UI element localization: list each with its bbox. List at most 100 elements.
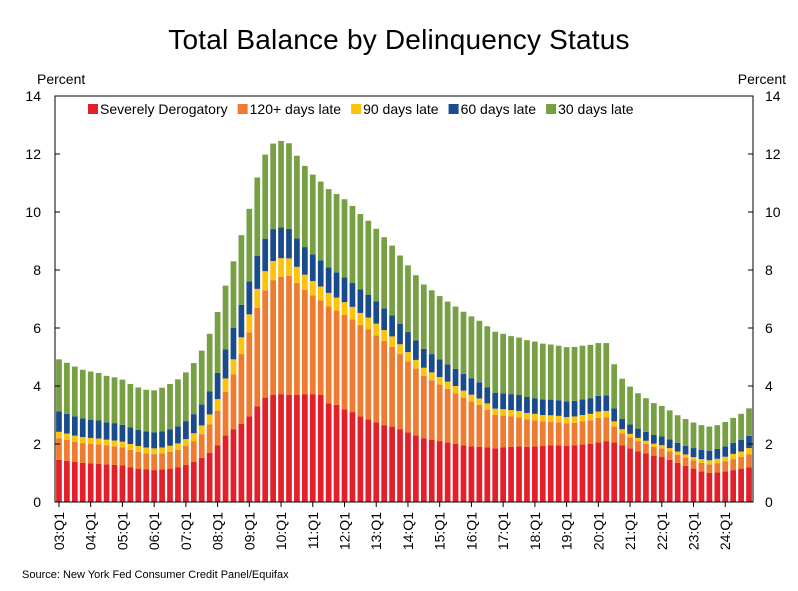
bar-segment-60-days-late-48 [436, 359, 443, 378]
bar-segment-severely-derogatory-57 [508, 446, 514, 502]
bar-segment-120-days-late-39 [365, 329, 372, 420]
bar-segment-90-days-late-56 [500, 409, 506, 416]
bar-segment-90-days-late-63 [555, 415, 562, 423]
bar-segment-60-days-late-4 [87, 419, 94, 438]
bar-segment-60-days-late-15 [175, 426, 181, 444]
bar-segment-severely-derogatory-47 [428, 439, 435, 502]
x-tick-label: 22:Q1 [654, 512, 670, 550]
bar-segment-30-days-late-18 [198, 350, 205, 405]
bar-segment-30-days-late-16 [183, 372, 189, 422]
bar-segment-30-days-late-66 [579, 345, 586, 400]
bar-segment-120-days-late-5 [95, 444, 102, 464]
bar-segment-30-days-late-79 [682, 419, 689, 446]
bar-segment-60-days-late-38 [357, 289, 364, 313]
bar-segment-severely-derogatory-59 [524, 446, 530, 502]
bar-segment-120-days-late-29 [286, 275, 292, 395]
bar-segment-120-days-late-83 [714, 463, 721, 473]
bar-segment-120-days-late-13 [159, 453, 165, 470]
bar-segment-30-days-late-47 [428, 290, 435, 355]
bar-segment-severely-derogatory-3 [79, 462, 86, 502]
bar-segment-60-days-late-11 [143, 431, 150, 448]
y-axis-left-label: Percent [37, 71, 85, 87]
bar-segment-90-days-late-39 [365, 317, 372, 330]
bar-segment-120-days-late-31 [302, 289, 308, 395]
bar-segment-60-days-late-71 [619, 418, 625, 430]
bar-segment-30-days-late-12 [151, 390, 157, 433]
bar-segment-120-days-late-58 [516, 417, 522, 447]
y-tick-label-left: 0 [33, 494, 41, 510]
bar-segment-120-days-late-34 [325, 306, 332, 404]
bar-segment-90-days-late-23 [238, 337, 245, 355]
bar-segment-60-days-late-6 [103, 422, 110, 440]
bar-segment-90-days-late-65 [571, 416, 578, 423]
bar-segment-90-days-late-34 [325, 292, 332, 307]
bar-segment-60-days-late-0 [56, 411, 62, 432]
bar-segment-severely-derogatory-54 [484, 447, 491, 502]
bar-segment-120-days-late-75 [651, 446, 657, 456]
bar-segment-120-days-late-78 [674, 454, 681, 463]
bar-segment-severely-derogatory-85 [730, 470, 737, 502]
bar-segment-90-days-late-64 [563, 417, 570, 424]
bar-segment-120-days-late-67 [587, 420, 594, 444]
bar-segment-90-days-late-68 [595, 411, 602, 418]
bar-segment-90-days-late-45 [413, 359, 419, 369]
bar-segment-90-days-late-6 [103, 439, 110, 446]
bar-segment-severely-derogatory-80 [690, 468, 697, 502]
bar-segment-severely-derogatory-30 [294, 394, 300, 502]
bar-segment-60-days-late-56 [500, 393, 506, 410]
bar-segment-120-days-late-0 [56, 438, 62, 460]
bar-segment-90-days-late-59 [524, 412, 530, 420]
bar-segment-severely-derogatory-26 [262, 397, 269, 502]
y-tick-label-left: 12 [25, 146, 41, 162]
x-tick-label: 17:Q1 [495, 512, 511, 550]
bar-segment-120-days-late-26 [262, 290, 269, 398]
bar-segment-30-days-late-49 [444, 301, 451, 365]
bar-segment-30-days-late-43 [397, 255, 403, 324]
bar-segment-90-days-late-37 [349, 306, 356, 320]
bar-segment-120-days-late-54 [484, 409, 491, 448]
bar-segment-90-days-late-75 [651, 443, 657, 447]
bar-segment-severely-derogatory-65 [571, 445, 578, 502]
bar-segment-30-days-late-82 [706, 426, 713, 451]
bar-segment-severely-derogatory-87 [746, 467, 752, 502]
bar-segment-90-days-late-24 [246, 314, 253, 333]
bar-segment-90-days-late-81 [698, 459, 705, 463]
bar-segment-120-days-late-42 [389, 346, 395, 427]
bar-segment-severely-derogatory-53 [476, 446, 483, 502]
legend-label-severely-derogatory: Severely Derogatory [100, 101, 228, 117]
bar-segment-90-days-late-4 [87, 437, 94, 444]
x-tick-label: 18:Q1 [527, 512, 543, 550]
bar-segment-severely-derogatory-11 [143, 469, 150, 502]
bar-segment-90-days-late-69 [603, 410, 610, 418]
bar-segment-severely-derogatory-73 [635, 451, 641, 502]
bar-segment-severely-derogatory-37 [349, 412, 356, 502]
legend-label-30-days-late: 30 days late [558, 101, 634, 117]
bar-segment-30-days-late-11 [143, 389, 150, 432]
chart-title: Total Balance by Delinquency Status [168, 24, 630, 55]
bar-segment-severely-derogatory-71 [619, 445, 625, 502]
bar-segment-60-days-late-65 [571, 400, 578, 417]
bar-segment-severely-derogatory-55 [492, 448, 499, 502]
bar-segment-120-days-late-35 [333, 310, 340, 405]
bar-segment-90-days-late-42 [389, 336, 395, 347]
bar-segment-severely-derogatory-34 [325, 403, 332, 502]
bar-segment-severely-derogatory-66 [579, 444, 586, 502]
bar-segment-90-days-late-7 [111, 440, 118, 447]
bar-segment-120-days-late-6 [103, 445, 110, 465]
bar-segment-90-days-late-60 [532, 413, 538, 421]
bar-segment-120-days-late-63 [555, 422, 562, 446]
bar-segment-60-days-late-13 [159, 431, 165, 448]
bar-segment-60-days-late-32 [309, 254, 316, 282]
bar-segment-30-days-late-60 [532, 341, 538, 399]
bar-segment-60-days-late-10 [135, 429, 142, 447]
bar-segment-30-days-late-65 [571, 346, 578, 401]
bar-segment-severely-derogatory-76 [658, 457, 665, 502]
bar-segment-60-days-late-50 [452, 368, 459, 386]
bar-segment-30-days-late-72 [627, 386, 633, 425]
bar-segment-90-days-late-77 [666, 448, 673, 452]
bar-segment-60-days-late-74 [643, 431, 649, 441]
bar-segment-30-days-late-63 [555, 345, 562, 401]
bar-segment-60-days-late-75 [651, 435, 657, 444]
bar-segment-90-days-late-29 [286, 258, 292, 276]
bar-segment-120-days-late-84 [722, 461, 729, 472]
